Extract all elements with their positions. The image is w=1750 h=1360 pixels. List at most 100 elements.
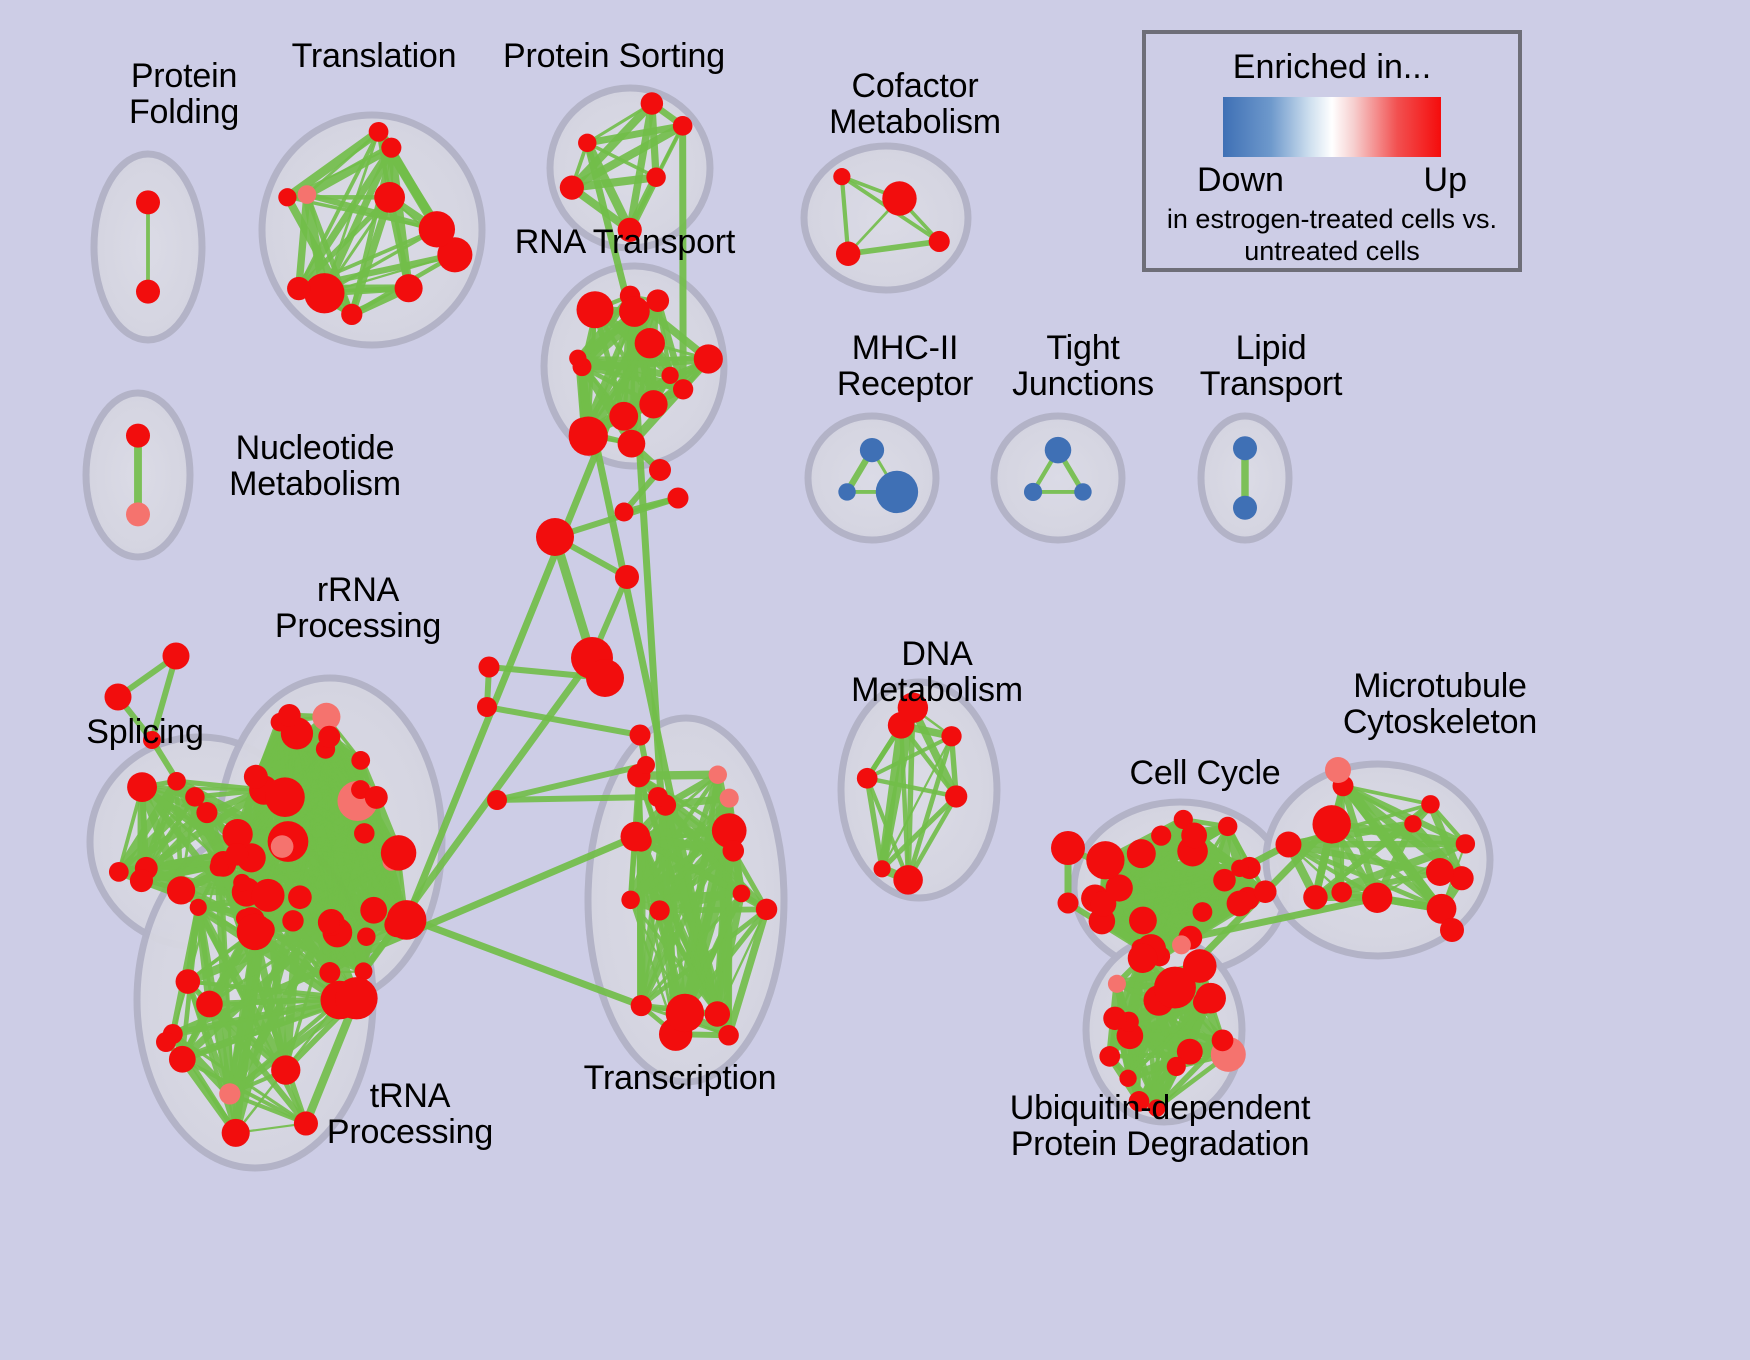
network-node	[162, 642, 190, 670]
network-edge	[583, 139, 657, 408]
network-edge	[627, 354, 713, 449]
network-node	[251, 878, 285, 912]
network-node	[665, 993, 705, 1033]
network-node	[196, 802, 218, 824]
network-node	[893, 865, 923, 895]
cluster-label-translation: Translation	[291, 37, 457, 75]
network-node	[640, 92, 664, 115]
network-edge	[303, 191, 440, 233]
network-edge	[865, 734, 954, 781]
network-node	[835, 241, 861, 266]
network-edge	[681, 890, 745, 1017]
network-node	[1211, 1029, 1234, 1052]
network-edge	[320, 144, 395, 297]
network-node	[487, 790, 507, 810]
cluster-label-protein-folding: Protein Folding	[128, 57, 240, 132]
network-node	[209, 857, 229, 877]
network-node	[418, 211, 456, 248]
network-edge	[1327, 820, 1470, 849]
network-node	[646, 167, 666, 188]
network-edge	[1285, 840, 1469, 848]
network-node	[127, 772, 157, 803]
network-edge	[881, 735, 953, 870]
network-node	[364, 785, 388, 809]
network-node	[629, 724, 651, 746]
network-edge	[1335, 767, 1445, 912]
network-node	[755, 898, 778, 921]
network-node	[288, 885, 312, 910]
network-node	[1057, 892, 1079, 914]
network-node	[354, 823, 375, 844]
network-edge	[845, 238, 943, 257]
network-edge	[295, 144, 395, 293]
network-node	[1044, 436, 1072, 464]
cluster-label-trna-processing: tRNA Processing	[326, 1077, 494, 1152]
network-node	[897, 692, 929, 723]
network-node	[559, 175, 584, 200]
network-node	[270, 835, 294, 858]
network-node	[708, 765, 727, 784]
network-node	[318, 725, 341, 748]
cluster-label-nucleotide-metabolism: Nucleotide Metabolism	[229, 429, 401, 504]
network-node	[341, 303, 363, 326]
network-edge	[295, 190, 311, 293]
network-node	[1099, 1046, 1121, 1067]
network-node	[732, 884, 751, 903]
network-node	[1312, 805, 1351, 844]
network-node	[1404, 815, 1422, 833]
network-edge	[567, 99, 656, 192]
network-edge	[864, 775, 885, 872]
network-node	[1195, 982, 1226, 1014]
network-node	[1455, 834, 1476, 854]
network-node	[617, 217, 642, 242]
network-node	[1275, 831, 1302, 858]
network-edge	[302, 143, 396, 199]
network-node	[667, 487, 689, 509]
network-node	[945, 785, 968, 808]
network-node	[1074, 483, 1092, 501]
network-edge	[634, 770, 722, 780]
network-node	[661, 366, 679, 385]
network-node	[287, 276, 311, 301]
network-node	[1176, 1038, 1203, 1065]
network-node	[859, 437, 885, 463]
network-node	[1126, 839, 1156, 869]
network-edge	[194, 903, 214, 1008]
network-node	[672, 379, 694, 400]
network-node	[1119, 1069, 1137, 1087]
cluster-label-cofactor-metabolism: Cofactor Metabolism	[829, 67, 1001, 142]
network-node	[630, 995, 652, 1017]
network-node	[649, 459, 671, 481]
network-node	[569, 349, 587, 367]
network-node	[293, 1111, 318, 1136]
legend-title: Enriched in...	[1232, 48, 1432, 86]
cluster-label-ubiquitin-protein-degradation: Ubiquitin-dependent Protein Degradation	[1009, 1089, 1311, 1164]
network-node	[620, 821, 651, 852]
network-node	[648, 787, 668, 807]
network-edge	[1284, 819, 1417, 849]
network-node	[318, 912, 340, 934]
network-node	[833, 168, 851, 186]
network-edge	[494, 762, 649, 803]
network-node	[478, 656, 500, 678]
network-node	[711, 813, 747, 848]
network-node	[1128, 1091, 1150, 1112]
network-node	[1166, 1056, 1186, 1077]
network-node	[1362, 882, 1393, 913]
network-node	[873, 860, 891, 878]
network-node	[351, 751, 371, 770]
network-node	[374, 181, 405, 213]
network-edge	[403, 297, 662, 924]
network-node	[126, 423, 150, 448]
network-node	[312, 702, 341, 731]
network-edge	[909, 703, 961, 801]
cluster-label-rrna-processing: rRNA Processing	[274, 571, 442, 646]
network-edge	[626, 99, 656, 234]
network-node	[1303, 885, 1328, 910]
network-node	[1233, 436, 1257, 461]
network-node	[104, 683, 132, 711]
network-node	[882, 181, 917, 216]
cluster-label-lipid-transport: Lipid Transport	[1199, 329, 1343, 404]
network-node	[578, 133, 597, 153]
